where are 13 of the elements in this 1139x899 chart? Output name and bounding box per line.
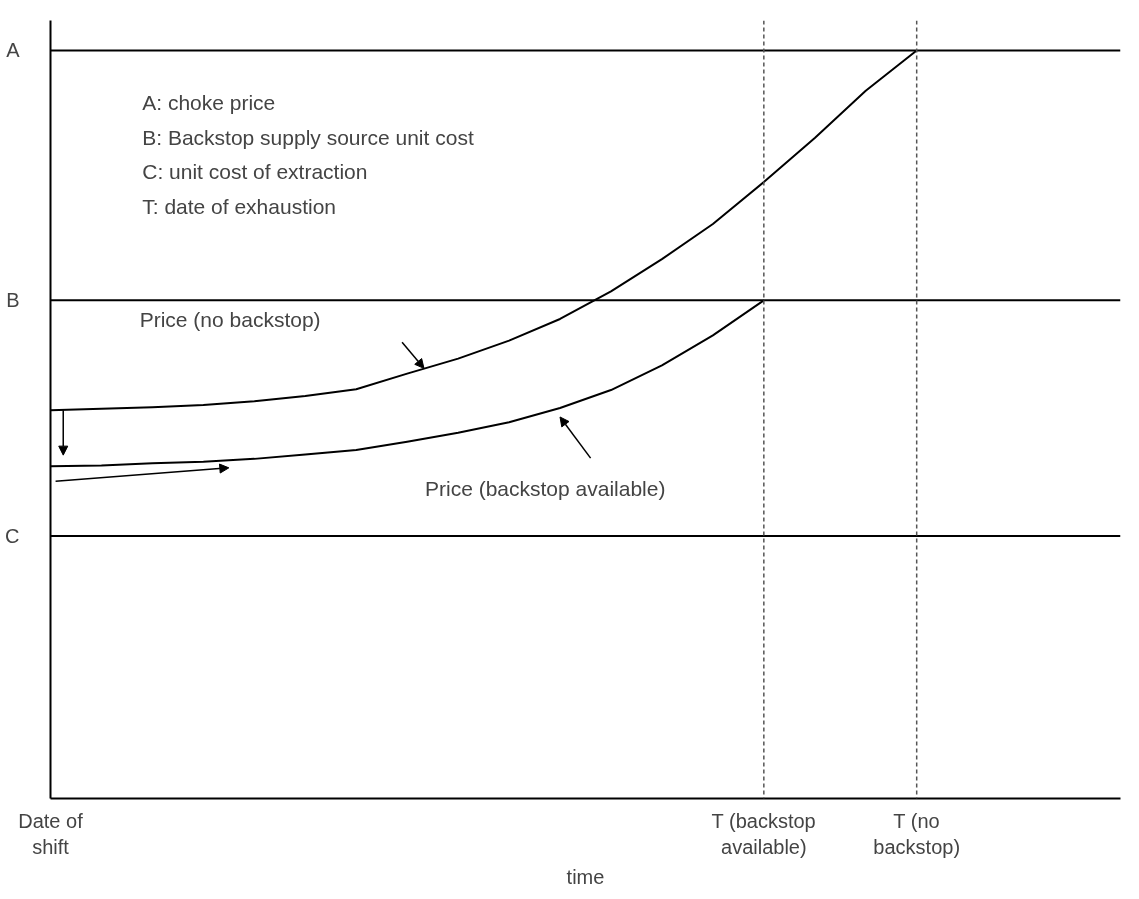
annotation: T: date of exhaustion (142, 194, 337, 218)
annotation: Price (no backstop) (139, 308, 321, 332)
annotation: B: Backstop supply source unit cost (142, 125, 474, 149)
x-tick-label: T (no backstop) (873, 809, 961, 858)
x-axis-title: time (566, 865, 605, 888)
x-tick-label: Date of shift (18, 809, 84, 858)
ref-line-label: B (6, 289, 20, 312)
x-tick-label: T (backstop available) (711, 809, 816, 858)
annotation: A: choke price (142, 91, 276, 115)
annotation: Price (backstop available) (425, 476, 666, 500)
annotation: C: unit cost of extraction (142, 160, 368, 184)
ref-line-label: C (5, 524, 20, 547)
ref-line-label: A (6, 39, 21, 62)
